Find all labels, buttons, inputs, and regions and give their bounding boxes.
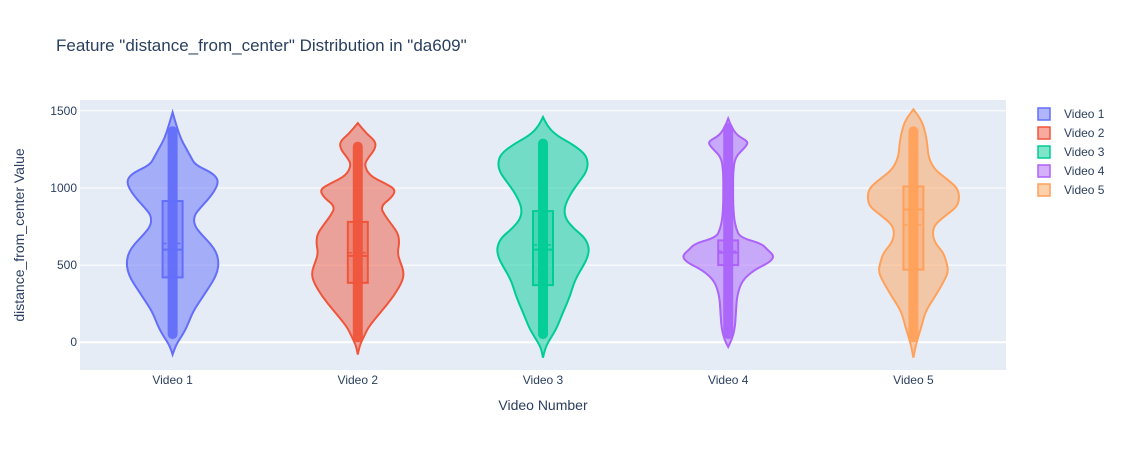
violin-group	[866, 107, 960, 358]
point-strip	[538, 138, 548, 340]
point-strip	[167, 126, 178, 340]
y-axis-ticks: 0 500 1000 1500	[50, 104, 77, 349]
legend-swatch	[1037, 145, 1051, 159]
violin-group	[311, 121, 405, 355]
violin-group	[496, 114, 590, 358]
x-axis-title: Video Number	[498, 397, 588, 413]
x-tick-label: Video 5	[893, 373, 934, 387]
y-tick-label: 1500	[50, 104, 77, 118]
x-tick-label: Video 2	[338, 373, 379, 387]
legend-label: Video 1	[1064, 107, 1105, 121]
violin-group	[125, 108, 220, 358]
legend-item[interactable]: Video 1	[1037, 107, 1105, 121]
violin-group	[682, 115, 774, 350]
chart-title: Feature "distance_from_center" Distribut…	[56, 36, 467, 55]
legend-label: Video 3	[1064, 145, 1105, 159]
x-axis-ticks: Video 1 Video 2 Video 3 Video 4 Video 5	[152, 373, 934, 387]
legend-swatch	[1037, 164, 1051, 178]
y-tick-label: 500	[57, 258, 77, 272]
point-strip	[352, 141, 363, 343]
x-tick-label: Video 4	[708, 373, 749, 387]
y-tick-label: 1000	[50, 181, 77, 195]
legend-swatch	[1037, 126, 1051, 140]
x-tick-label: Video 3	[523, 373, 564, 387]
violins	[125, 107, 960, 358]
point-strip	[723, 123, 734, 340]
legend-item[interactable]: Video 2	[1037, 126, 1105, 140]
y-tick-label: 0	[70, 335, 77, 349]
legend-swatch	[1037, 107, 1051, 121]
legend-item[interactable]: Video 5	[1037, 183, 1105, 197]
legend-item[interactable]: Video 4	[1037, 164, 1105, 178]
legend-label: Video 4	[1064, 164, 1105, 178]
x-tick-label: Video 1	[152, 373, 193, 387]
y-axis-title: distance_from_center Value	[11, 148, 27, 321]
legend: Video 1 Video 2 Video 3 Video 4 Video 5	[1037, 107, 1105, 197]
legend-label: Video 2	[1064, 126, 1105, 140]
legend-label: Video 5	[1064, 183, 1105, 197]
point-strip	[908, 126, 919, 343]
legend-item[interactable]: Video 3	[1037, 145, 1105, 159]
legend-swatch	[1037, 183, 1051, 197]
